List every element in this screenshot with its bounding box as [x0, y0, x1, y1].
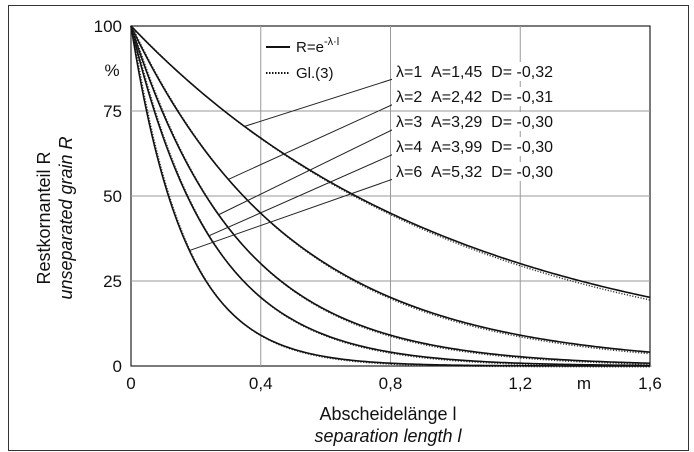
x-unit-label: m — [577, 374, 591, 393]
x-axis-title: Abscheidelänge l — [319, 404, 456, 424]
annotation-bg — [392, 112, 618, 131]
legend-exp-superscript: -λ·l — [324, 36, 339, 48]
annotation-bg — [392, 87, 618, 106]
y-tick-label: 100 — [94, 17, 122, 36]
curve-gl3-lambda-6 — [131, 26, 652, 368]
curve-exp-lambda-4 — [130, 25, 651, 367]
annotation-lambda-3: λ=3 A=3,29 D= -0,30 — [396, 114, 553, 131]
annotation-lambda-1: λ=1 A=1,45 D= -0,32 — [396, 64, 553, 81]
legend-exp-base: R=e — [296, 39, 324, 56]
x-tick-label: 0 — [126, 374, 135, 393]
leader-line-lambda-6 — [189, 177, 397, 252]
grid — [131, 26, 650, 366]
leader-line-lambda-2 — [228, 102, 397, 180]
leader-line-lambda-1 — [244, 77, 397, 127]
y-tick-label: 50 — [103, 187, 122, 206]
annotation-bg — [392, 162, 618, 181]
y-axis-subtitle: unseparated grain R — [56, 136, 76, 299]
y-tick-label: 75 — [103, 102, 122, 121]
x-tick-label: 1,2 — [508, 374, 532, 393]
y-tick-label: 25 — [103, 272, 122, 291]
y-unit-label: % — [104, 61, 119, 80]
x-tick-label: 0,8 — [379, 374, 403, 393]
y-tick-label: 0 — [113, 357, 122, 376]
x-tick-label: 1,6 — [638, 374, 662, 393]
legend-label-exp: R=e-λ·l — [296, 36, 339, 56]
leader-line-lambda-4 — [208, 152, 397, 237]
annotation-lambda-2: λ=2 A=2,42 D= -0,31 — [396, 89, 553, 106]
annotation-lambda-6: λ=6 A=5,32 D= -0,30 — [396, 164, 553, 181]
y-ticks: 0 25 50 75 100 — [94, 17, 122, 376]
curve-exp-lambda-1 — [130, 25, 651, 299]
curve-exp-lambda-6 — [130, 25, 650, 367]
legend-label-gl3: Gl.(3) — [296, 65, 334, 82]
legend: R=e-λ·l Gl.(3) — [266, 36, 339, 82]
annotation-bg — [392, 137, 618, 156]
annotation-leaders — [189, 77, 397, 252]
y-axis-title: Restkornanteil R — [34, 151, 54, 284]
annotation-bg — [392, 62, 618, 81]
x-tick-label: 0,4 — [249, 374, 273, 393]
annotations: λ=1 A=1,45 D= -0,32 λ=2 A=2,42 D= -0,31 λ=… — [392, 62, 618, 181]
x-axis-subtitle: separation length l — [314, 426, 462, 446]
x-ticks: 0 0,4 0,8 1,2 1,6 — [126, 374, 662, 393]
annotation-lambda-4: λ=4 A=3,99 D= -0,30 — [396, 139, 553, 156]
curve-exp-lambda-2 — [130, 25, 651, 353]
leader-line-lambda-3 — [218, 127, 397, 216]
curve-exp-lambda-3 — [130, 25, 651, 364]
